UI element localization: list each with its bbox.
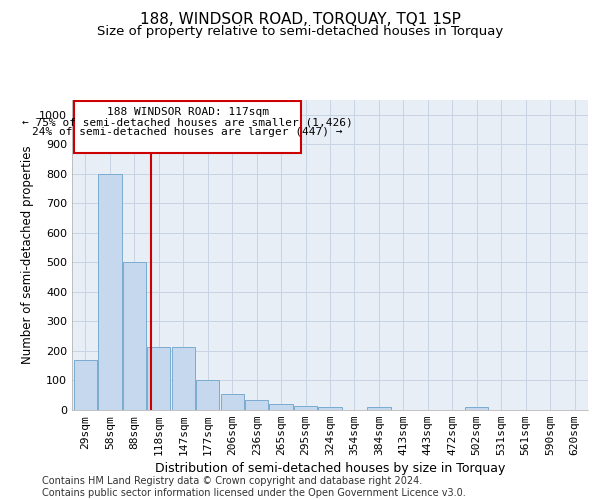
Bar (294, 406, 317, 410)
Bar (319, 407, 341, 410)
Bar (367, 407, 391, 410)
FancyBboxPatch shape (74, 102, 301, 153)
Bar (221, 394, 244, 410)
Text: ← 75% of semi-detached houses are smaller (1,426): ← 75% of semi-detached houses are smalle… (22, 118, 353, 128)
Text: Contains HM Land Registry data © Crown copyright and database right 2024.
Contai: Contains HM Land Registry data © Crown c… (42, 476, 466, 498)
Text: 24% of semi-detached houses are larger (447) →: 24% of semi-detached houses are larger (… (32, 126, 343, 136)
Bar (98, 174, 122, 410)
Y-axis label: Number of semi-detached properties: Number of semi-detached properties (20, 146, 34, 364)
Text: 188, WINDSOR ROAD, TORQUAY, TQ1 1SP: 188, WINDSOR ROAD, TORQUAY, TQ1 1SP (140, 12, 460, 28)
Bar (74, 360, 97, 410)
Bar (123, 262, 146, 410)
Bar (245, 400, 268, 410)
Bar (196, 380, 220, 410)
Bar (465, 407, 488, 410)
Bar (269, 404, 293, 410)
Bar (147, 346, 170, 410)
Text: Size of property relative to semi-detached houses in Torquay: Size of property relative to semi-detach… (97, 25, 503, 38)
X-axis label: Distribution of semi-detached houses by size in Torquay: Distribution of semi-detached houses by … (155, 462, 505, 475)
Bar (172, 346, 195, 410)
Text: 188 WINDSOR ROAD: 117sqm: 188 WINDSOR ROAD: 117sqm (107, 108, 269, 118)
